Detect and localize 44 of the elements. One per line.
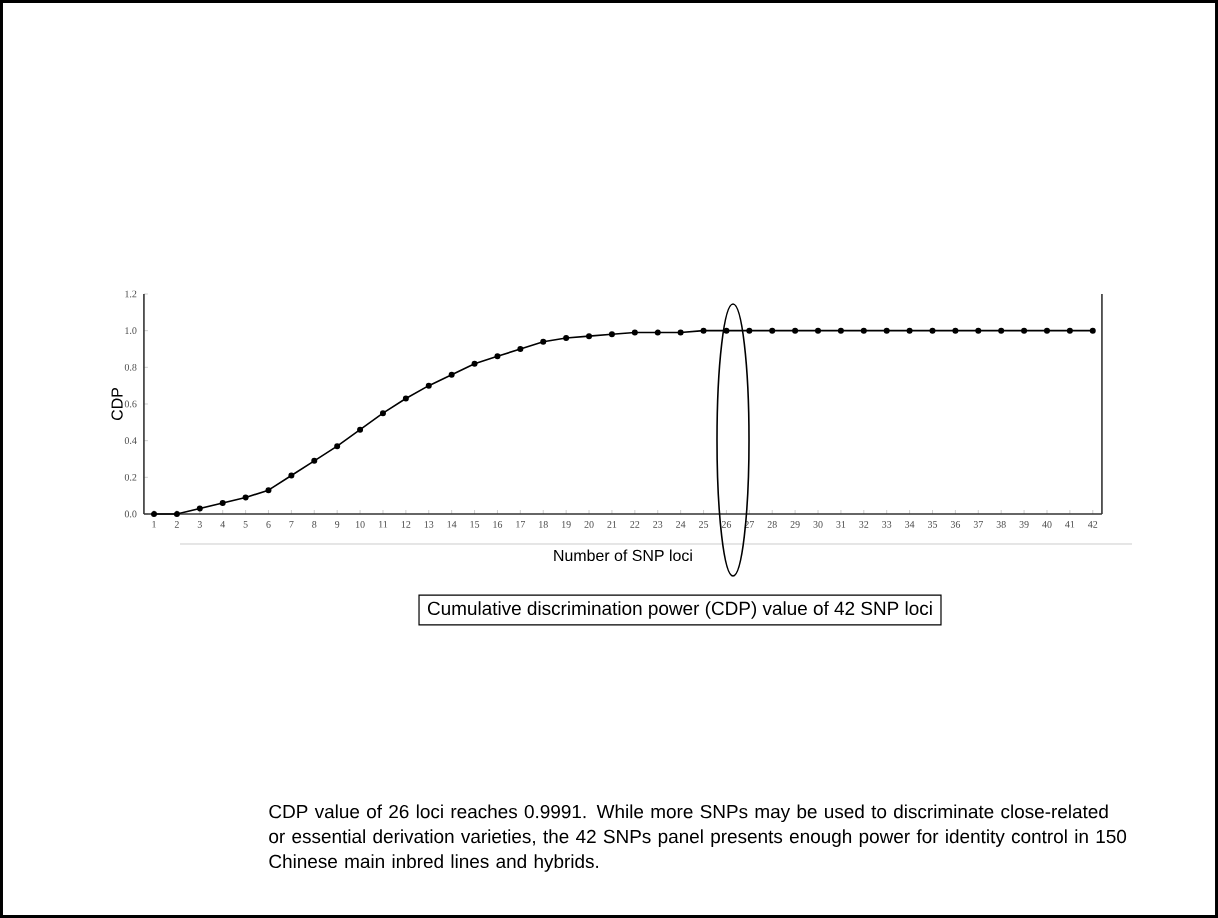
point — [1066, 327, 1073, 334]
point — [837, 327, 844, 334]
point — [1043, 327, 1050, 334]
point — [1021, 327, 1028, 334]
point — [448, 371, 455, 378]
point — [379, 410, 386, 417]
point — [357, 426, 364, 433]
point — [402, 395, 409, 402]
point — [173, 511, 180, 517]
point — [952, 327, 959, 334]
point — [746, 327, 753, 334]
point — [677, 329, 684, 336]
point — [334, 443, 341, 450]
point — [1089, 327, 1096, 334]
point — [586, 333, 593, 340]
point — [975, 327, 982, 334]
point — [654, 329, 661, 336]
point — [883, 327, 890, 334]
point — [700, 327, 707, 334]
point — [608, 331, 615, 338]
point — [860, 327, 867, 334]
point — [471, 360, 478, 367]
point — [906, 327, 913, 334]
point — [219, 500, 226, 506]
text: CDP value of 26 loci reaches 0.9991. While more SNPs may be used to discriminate close-related or essential derivation varieties, the 42 SNPs panel presents enough power for identity control in 150 Chinese main inbred lines and hybrids. — [269, 804, 1127, 872]
point — [196, 505, 203, 512]
point — [815, 327, 821, 334]
point — [265, 487, 272, 494]
point — [929, 327, 936, 334]
point — [517, 346, 524, 352]
point — [769, 327, 776, 334]
point — [723, 327, 730, 334]
point — [311, 457, 318, 464]
point — [288, 472, 295, 479]
point — [494, 353, 501, 360]
point — [425, 382, 432, 389]
point — [998, 327, 1005, 334]
point — [540, 338, 547, 345]
point — [242, 494, 249, 501]
point — [563, 335, 570, 341]
text: Cumulative discrimination power (CDP) value of 42 SNP loci — [427, 601, 932, 619]
point — [792, 327, 799, 334]
point — [151, 511, 157, 517]
point — [631, 329, 638, 336]
